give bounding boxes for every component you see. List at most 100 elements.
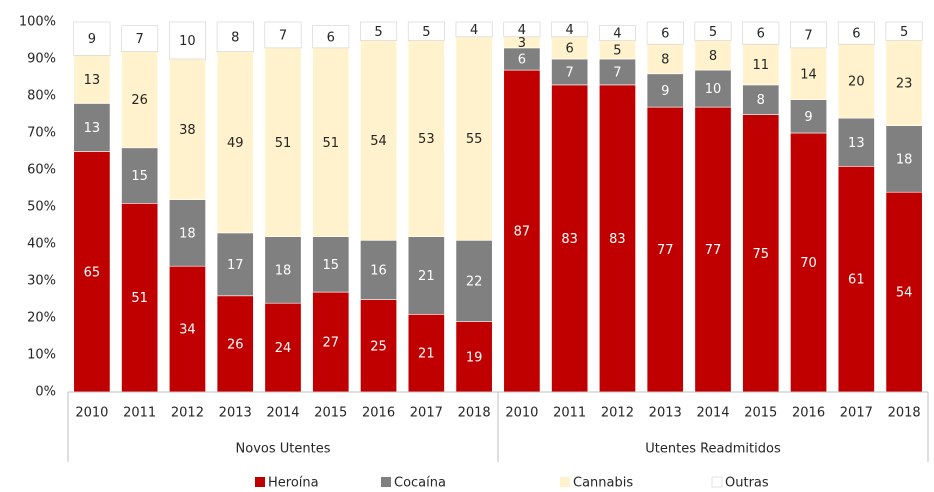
- bar-segment: [121, 147, 159, 204]
- data-label: 13: [848, 136, 865, 151]
- data-label: 77: [657, 243, 674, 258]
- data-label: 53: [418, 132, 435, 147]
- bar-segment: [312, 25, 350, 49]
- data-label: 6: [566, 41, 574, 56]
- bar-segment: [551, 21, 589, 38]
- x-tick-label: 2012: [601, 406, 634, 421]
- data-label: 7: [566, 65, 574, 80]
- bar-segment: [407, 40, 445, 237]
- legend-swatch: [560, 477, 570, 487]
- bar-segment: [312, 47, 350, 237]
- x-tick-label: 2018: [888, 406, 921, 421]
- bar-segment: [694, 21, 732, 41]
- bar-segment: [790, 21, 828, 49]
- x-tick-label: 2010: [505, 406, 538, 421]
- bar-segment: [360, 299, 398, 393]
- data-label: 20: [848, 75, 865, 90]
- data-label: 4: [566, 23, 574, 38]
- data-label: 87: [514, 225, 531, 240]
- y-tick-label: 10%: [27, 348, 56, 363]
- data-label: 83: [561, 232, 578, 247]
- data-label: 7: [279, 28, 287, 43]
- data-label: 9: [804, 110, 812, 125]
- x-tick-label: 2014: [266, 406, 299, 421]
- x-tick-label: 2018: [458, 406, 491, 421]
- bar-segment: [168, 21, 206, 60]
- bar-segment: [885, 40, 923, 126]
- data-label: 9: [661, 84, 669, 99]
- data-label: 54: [370, 134, 387, 149]
- y-tick-label: 20%: [27, 311, 56, 326]
- y-tick-label: 0%: [35, 385, 56, 400]
- y-tick-label: 60%: [27, 163, 56, 178]
- y-tick-label: 30%: [27, 274, 56, 289]
- data-label: 7: [804, 28, 812, 43]
- data-label: 18: [896, 152, 913, 167]
- bar-segment: [598, 58, 636, 86]
- data-label: 23: [896, 77, 913, 92]
- data-label: 83: [609, 232, 626, 247]
- bar-segment: [168, 58, 206, 200]
- x-tick-label: 2017: [840, 406, 873, 421]
- bar-segment: [360, 40, 398, 241]
- legend-swatch: [381, 477, 391, 487]
- bar-segment: [264, 47, 302, 237]
- bar-segment: [790, 99, 828, 134]
- data-label: 18: [179, 226, 196, 241]
- data-label: 51: [275, 136, 292, 151]
- data-label: 54: [896, 286, 913, 301]
- legend-swatch: [255, 477, 265, 487]
- data-label: 18: [275, 263, 292, 278]
- data-label: 13: [84, 121, 101, 136]
- legend-label: Cannabis: [573, 476, 633, 491]
- bar-segment: [455, 240, 493, 323]
- data-label: 22: [466, 275, 483, 290]
- x-tick-label: 2010: [75, 406, 108, 421]
- bar-segment: [503, 21, 541, 38]
- data-label: 49: [227, 136, 244, 151]
- y-tick-label: 50%: [27, 200, 56, 215]
- data-label: 10: [705, 82, 722, 97]
- data-label: 14: [800, 67, 817, 82]
- bar-segment: [168, 199, 206, 267]
- bar-segment: [885, 125, 923, 193]
- data-label: 26: [131, 93, 148, 108]
- data-label: 4: [518, 23, 526, 38]
- data-label: 4: [470, 23, 478, 38]
- data-label: 15: [323, 258, 340, 273]
- data-label: 26: [227, 337, 244, 352]
- bar-segment: [264, 21, 302, 49]
- x-tick-label: 2012: [171, 406, 204, 421]
- data-label: 6: [852, 27, 860, 42]
- data-label: 6: [327, 30, 335, 45]
- bar-segment: [73, 103, 111, 152]
- bar-segment: [694, 69, 732, 108]
- x-tick-label: 2013: [649, 406, 682, 421]
- bar-segment: [598, 84, 636, 393]
- bar-segment: [73, 151, 111, 393]
- bar-segment: [694, 106, 732, 393]
- x-tick-label: 2011: [553, 406, 586, 421]
- y-tick-label: 70%: [27, 126, 56, 141]
- bar-segment: [646, 21, 684, 45]
- data-label: 70: [800, 256, 817, 271]
- data-label: 6: [757, 27, 765, 42]
- data-label: 8: [757, 93, 765, 108]
- data-label: 9: [88, 32, 96, 47]
- y-tick-label: 80%: [27, 89, 56, 104]
- data-label: 7: [613, 65, 621, 80]
- x-tick-label: 2011: [123, 406, 156, 421]
- data-label: 6: [661, 27, 669, 42]
- data-label: 16: [370, 263, 387, 278]
- x-tick-label: 2016: [362, 406, 395, 421]
- bar-segment: [73, 21, 111, 56]
- data-label: 4: [613, 27, 621, 42]
- group-label: Novos Utentes: [236, 442, 331, 457]
- bar-segment: [360, 21, 398, 41]
- x-tick-label: 2016: [792, 406, 825, 421]
- bar-segment: [360, 240, 398, 300]
- bar-segment: [312, 291, 350, 393]
- data-label: 11: [753, 58, 770, 73]
- x-tick-label: 2017: [410, 406, 443, 421]
- bar-segment: [216, 295, 254, 393]
